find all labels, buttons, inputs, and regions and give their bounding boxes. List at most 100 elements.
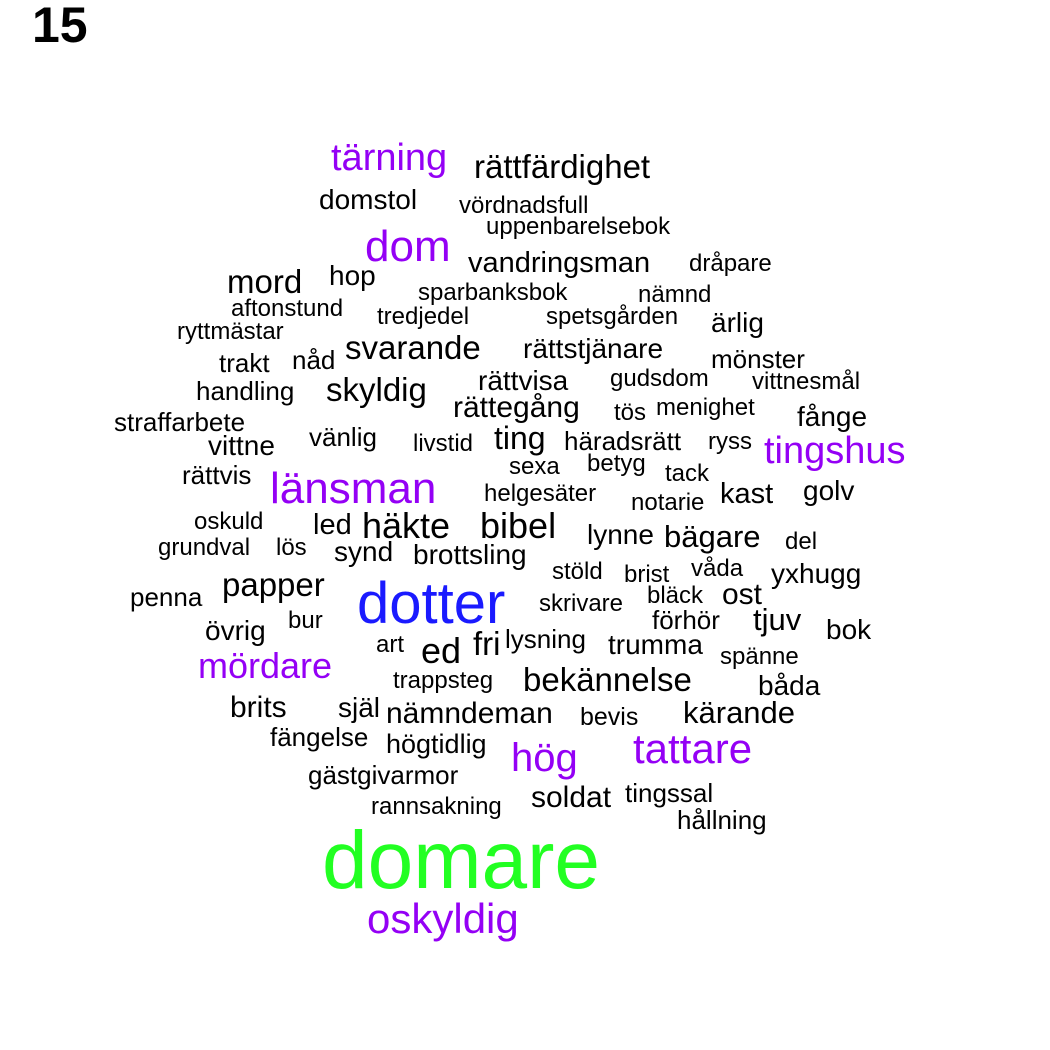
word-black: bläck bbox=[647, 582, 704, 609]
word-vandringsman: vandringsman bbox=[468, 247, 651, 279]
word-forhor: förhör bbox=[652, 605, 720, 635]
word-trakt: trakt bbox=[219, 348, 270, 378]
word-grundval: grundval bbox=[158, 534, 251, 561]
word-dotter: dotter bbox=[357, 571, 506, 636]
word-nad: nåd bbox=[292, 345, 336, 375]
word-drapare: dråpare bbox=[689, 250, 772, 277]
word-tattare: tattare bbox=[633, 725, 753, 772]
word-svarande: svarande bbox=[345, 329, 481, 366]
word-ryttmastar: ryttmästar bbox=[177, 318, 284, 345]
word-vordnadsfull: vördnadsfull bbox=[459, 192, 589, 219]
word-sjal: själ bbox=[338, 692, 381, 723]
word-tingssal: tingssal bbox=[625, 778, 714, 808]
word-tos: tös bbox=[614, 399, 647, 426]
word-ryss: ryss bbox=[708, 428, 752, 455]
word-bibel: bibel bbox=[480, 505, 557, 546]
word-sparbanksbok: sparbanksbok bbox=[418, 279, 568, 306]
word-rattegang: rättegång bbox=[453, 391, 580, 424]
word-oskuld: oskuld bbox=[194, 508, 264, 535]
word-oskyldig: oskyldig bbox=[367, 895, 519, 942]
word-tack: tack bbox=[665, 460, 710, 487]
word-soldat: soldat bbox=[531, 781, 612, 814]
word-bevis: bevis bbox=[580, 703, 639, 731]
word-hakte: häkte bbox=[362, 505, 451, 546]
word-led: led bbox=[313, 509, 352, 541]
word-rannsakning: rannsakning bbox=[371, 793, 502, 820]
word-lansman: länsman bbox=[270, 464, 437, 513]
word-domstol: domstol bbox=[319, 184, 418, 215]
word-vada: våda bbox=[691, 555, 744, 582]
word-dom: dom bbox=[365, 222, 451, 271]
word-kast: kast bbox=[720, 478, 774, 510]
word-penna: penna bbox=[130, 582, 203, 612]
word-art: art bbox=[376, 631, 405, 658]
word-karande: kärande bbox=[683, 695, 796, 730]
word-papper: papper bbox=[222, 566, 325, 603]
word-mord: mord bbox=[227, 263, 303, 300]
word-bagare: bägare bbox=[664, 519, 761, 554]
word-hogtidlig: högtidlig bbox=[386, 729, 487, 759]
word-fange: fånge bbox=[797, 401, 868, 432]
word-spanne: spänne bbox=[720, 643, 799, 670]
word-tingshus: tingshus bbox=[764, 430, 906, 472]
page-number: 15 bbox=[32, 0, 88, 53]
word-bur: bur bbox=[288, 607, 323, 634]
word-gastgivarmor: gästgivarmor bbox=[308, 760, 459, 790]
word-bekannelse: bekännelse bbox=[523, 661, 692, 698]
word-rattvisa: rättvisa bbox=[478, 365, 569, 396]
word-golv: golv bbox=[803, 475, 855, 506]
word-tredjedel: tredjedel bbox=[377, 303, 470, 330]
word-arlig: ärlig bbox=[711, 307, 764, 338]
word-rattfardighet: rättfärdighet bbox=[474, 148, 651, 185]
word-rattstjanare: rättstjänare bbox=[523, 333, 664, 364]
word-domare: domare bbox=[322, 815, 601, 906]
word-handling: handling bbox=[196, 376, 295, 406]
word-rattvis: rättvis bbox=[182, 460, 252, 490]
word-bok: bok bbox=[826, 614, 872, 645]
word-vittne: vittne bbox=[208, 430, 275, 461]
word-yxhugg: yxhugg bbox=[771, 558, 862, 589]
word-los: lös bbox=[276, 534, 307, 561]
word-vanlig: vänlig bbox=[309, 422, 377, 452]
word-livstid: livstid bbox=[413, 430, 474, 457]
word-stold: stöld bbox=[552, 558, 603, 585]
word-skrivare: skrivare bbox=[539, 590, 624, 617]
word-notarie: notarie bbox=[631, 489, 705, 516]
word-hog: hög bbox=[511, 736, 578, 780]
word-sexa: sexa bbox=[509, 453, 560, 480]
word-mordare: mördare bbox=[198, 645, 333, 686]
word-tarning: tärning bbox=[331, 137, 448, 179]
word-uppenbarelsebok: uppenbarelsebok bbox=[486, 213, 671, 240]
word-helgesater: helgesäter bbox=[484, 480, 597, 507]
word-lynne: lynne bbox=[587, 519, 654, 550]
word-namnd: nämnd bbox=[638, 281, 712, 308]
word-ting: ting bbox=[494, 420, 546, 456]
word-haradsratt: häradsrätt bbox=[564, 426, 682, 456]
word-namndeman: nämndeman bbox=[386, 697, 553, 730]
word-bada: båda bbox=[758, 670, 821, 701]
word-hop: hop bbox=[329, 260, 376, 291]
word-lysning: lysning bbox=[505, 624, 586, 654]
word-menighet: menighet bbox=[656, 394, 755, 421]
word-monster: mönster bbox=[711, 344, 805, 374]
word-brottsling: brottsling bbox=[413, 539, 527, 570]
word-ost: ost bbox=[722, 578, 763, 611]
word-vittnesmal: vittnesmål bbox=[752, 368, 861, 395]
word-hallning: hållning bbox=[677, 805, 767, 835]
word-aftonstund: aftonstund bbox=[231, 295, 344, 322]
word-fangelse: fängelse bbox=[270, 722, 369, 752]
word-trappsteg: trappsteg bbox=[393, 667, 494, 694]
word-del: del bbox=[785, 528, 818, 555]
word-ovrig: övrig bbox=[205, 615, 266, 646]
word-spetsgarden: spetsgården bbox=[546, 303, 679, 330]
word-synd: synd bbox=[334, 536, 394, 567]
word-fri: fri bbox=[473, 625, 501, 662]
word-gudsdom: gudsdom bbox=[610, 365, 709, 392]
word-straffarbete: straffarbete bbox=[114, 407, 246, 437]
word-brist: brist bbox=[624, 561, 670, 588]
word-tjuv: tjuv bbox=[753, 602, 802, 637]
word-trumma: trumma bbox=[608, 629, 703, 660]
word-brits: brits bbox=[230, 691, 287, 724]
word-skyldig: skyldig bbox=[326, 371, 427, 408]
